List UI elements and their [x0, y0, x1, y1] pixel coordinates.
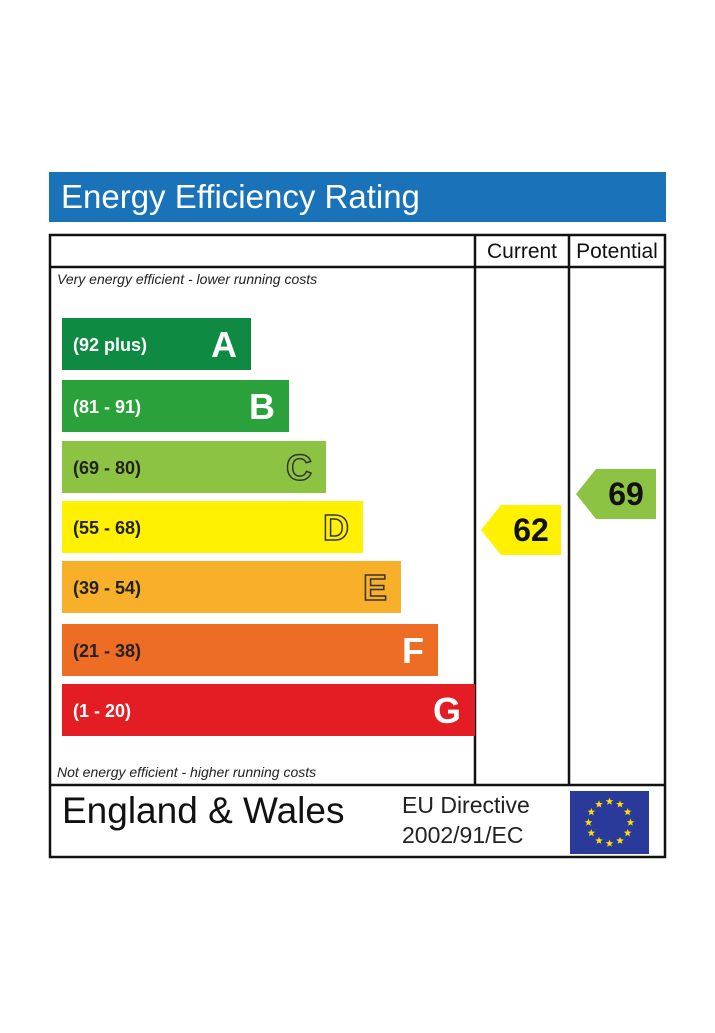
chart-title: Energy Efficiency Rating	[49, 172, 666, 222]
rating-arrow-shape	[576, 469, 656, 519]
band-bar	[62, 380, 289, 432]
band-letter: F	[402, 630, 424, 671]
rating-value: 62	[513, 512, 549, 548]
current-rating-arrow: 62	[481, 505, 561, 555]
band-bar	[62, 684, 475, 736]
band-bar	[62, 501, 363, 553]
band-bar	[62, 561, 401, 613]
band-letter: C	[286, 447, 312, 488]
band-a: (92 plus) A	[62, 318, 251, 370]
band-bar	[62, 624, 438, 676]
rating-arrows: 62 69	[481, 469, 656, 555]
band-range-label: (81 - 91)	[73, 397, 141, 417]
band-range-label: (55 - 68)	[73, 518, 141, 538]
band-letter: E	[363, 567, 387, 608]
band-e: (39 - 54) E	[62, 561, 401, 613]
band-letter: A	[211, 324, 237, 365]
potential-rating-arrow: 69	[576, 469, 656, 519]
top-note: Very energy efficient - lower running co…	[57, 271, 317, 287]
eu-flag-star	[623, 829, 632, 837]
band-g: (1 - 20) G	[62, 684, 475, 736]
band-f: (21 - 38) F	[62, 624, 438, 676]
eu-flag-star	[595, 800, 603, 808]
directive-line-1: EU Directive	[402, 792, 530, 818]
column-header-current: Current	[487, 240, 557, 263]
region-label: England & Wales	[62, 790, 345, 831]
eu-flag-star	[616, 800, 624, 808]
band-d: (55 - 68) D	[62, 501, 363, 553]
eu-flag-star	[605, 839, 614, 847]
band-letter: G	[433, 690, 461, 731]
column-header-potential: Potential	[576, 240, 658, 263]
eu-flag-star	[605, 797, 614, 805]
rating-value: 69	[608, 476, 644, 512]
eu-flag-star	[584, 818, 593, 826]
band-range-label: (92 plus)	[73, 335, 147, 355]
eu-flag-star	[587, 829, 596, 837]
band-c: (69 - 80) C	[62, 441, 326, 493]
bottom-note: Not energy efficient - higher running co…	[57, 764, 316, 780]
eu-flag-icon	[570, 791, 649, 854]
eu-flag-star	[616, 836, 624, 844]
rating-arrow-shape	[481, 505, 561, 555]
band-bar	[62, 441, 326, 493]
rating-bands: (92 plus) A (81 - 91) B (69 - 80) C (55 - 68) D…	[62, 318, 475, 736]
band-letter: D	[323, 507, 349, 548]
eu-flag-star	[626, 818, 635, 826]
band-range-label: (39 - 54)	[73, 578, 141, 598]
band-bar	[62, 318, 251, 370]
band-b: (81 - 91) B	[62, 380, 289, 432]
directive-line-2: 2002/91/EC	[402, 822, 524, 848]
eu-flag-star	[623, 808, 632, 816]
eu-flag-star	[587, 808, 596, 816]
band-range-label: (21 - 38)	[73, 641, 141, 661]
band-range-label: (1 - 20)	[73, 701, 131, 721]
eu-flag-star	[595, 836, 603, 844]
band-letter: B	[249, 386, 275, 427]
frame-border	[48, 233, 667, 859]
band-range-label: (69 - 80)	[73, 458, 141, 478]
